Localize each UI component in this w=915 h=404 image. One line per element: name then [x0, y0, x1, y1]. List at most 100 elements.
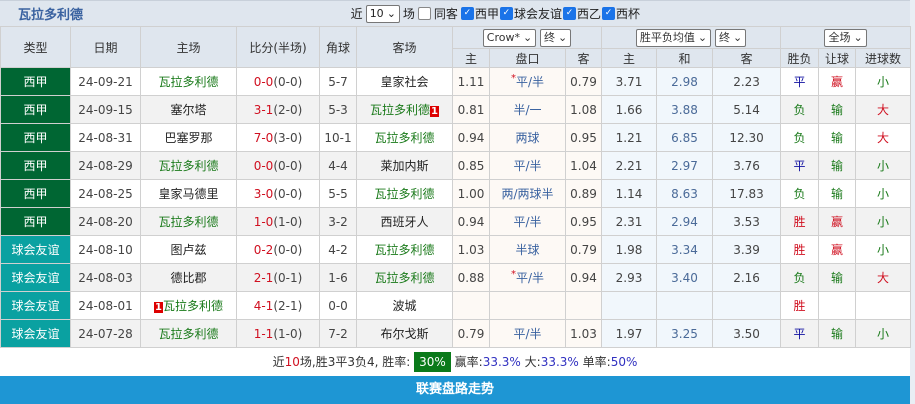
- corners: 5-5: [319, 179, 357, 208]
- corners: 0-0: [319, 291, 357, 320]
- away-team[interactable]: 瓦拉多利德: [356, 263, 453, 292]
- full-score: 2-1: [253, 270, 274, 285]
- ah-home: 0.88: [452, 263, 490, 292]
- match-date: 24-08-31: [70, 123, 141, 152]
- eu-away: 3.53: [712, 207, 782, 236]
- corners: 1-6: [319, 263, 357, 292]
- away-team[interactable]: 莱加内斯: [356, 151, 453, 180]
- eu-away: 2.16: [712, 263, 782, 292]
- home-team[interactable]: 瓦拉多利德: [140, 67, 237, 96]
- table-row: 球会友谊 24-07-28 瓦拉多利德 1-1(1-0) 7-2 布尔戈斯 0.…: [0, 319, 912, 348]
- eu-draw: 2.94: [656, 207, 714, 236]
- home-team[interactable]: 瓦拉多利德: [140, 151, 237, 180]
- team-name: 皇家社会: [380, 75, 429, 89]
- eu-draw: 2.97: [656, 151, 714, 180]
- ah-line-value: 半球: [515, 243, 540, 257]
- eu-home: 2.93: [601, 263, 658, 292]
- away-team[interactable]: 西班牙人: [356, 207, 453, 236]
- league-checkbox[interactable]: ✓: [499, 7, 513, 20]
- ah-line: 平/半: [489, 151, 566, 180]
- full-score: 7-0: [253, 130, 274, 145]
- ah-home: [452, 291, 490, 320]
- home-team[interactable]: 皇家马德里: [140, 179, 237, 208]
- league-label: 西甲: [474, 7, 499, 21]
- ah-away: 1.04: [564, 151, 603, 180]
- home-team[interactable]: 瓦拉多利德: [140, 207, 237, 236]
- handicap-result: [818, 291, 857, 320]
- league-checkbox[interactable]: ✓: [460, 7, 474, 20]
- league-trend-button[interactable]: 联赛盘路走势: [0, 376, 910, 404]
- league-label: 西杯: [615, 7, 640, 21]
- league-checkbox[interactable]: ✓: [562, 7, 576, 20]
- half-score: (1-0): [273, 214, 303, 229]
- eu-time-select[interactable]: 终 ⌄: [714, 28, 747, 47]
- match-type: 西甲: [0, 207, 71, 236]
- result: 胜: [780, 291, 820, 320]
- table-row: 西甲 24-09-21 瓦拉多利德 0-0(0-0) 5-7 皇家社会 1.11…: [0, 67, 912, 96]
- handicap-result: 输: [818, 123, 857, 152]
- home-team[interactable]: 1瓦拉多利德: [140, 291, 237, 320]
- away-team[interactable]: 皇家社会: [356, 67, 453, 96]
- eu-home: 1.97: [601, 319, 658, 348]
- half-score: (0-0): [273, 74, 303, 89]
- away-team[interactable]: 布尔戈斯: [356, 319, 453, 348]
- league-filters: ✓ 西甲 ✓ 球会友谊 ✓ 西乙 ✓ 西杯: [460, 5, 640, 22]
- full-score: 1-1: [253, 326, 274, 341]
- away-team[interactable]: 瓦拉多利德1: [356, 95, 453, 124]
- half-score: (0-0): [273, 158, 303, 173]
- badge: 1: [154, 302, 163, 313]
- table-row: 西甲 24-09-15 塞尔塔 3-1(2-0) 5-3 瓦拉多利德1 0.81…: [0, 95, 912, 124]
- score: 2-1(0-1): [236, 263, 320, 292]
- home-team[interactable]: 瓦拉多利德: [140, 319, 237, 348]
- company-select[interactable]: Crow* ⌄: [482, 28, 537, 47]
- eu-away: 3.50: [712, 319, 782, 348]
- home-team[interactable]: 塞尔塔: [140, 95, 237, 124]
- score: 0-0(0-0): [236, 151, 320, 180]
- goals-result: 小: [855, 67, 912, 96]
- match-table: 类型 日期 主场 比分(半场) 角球 客场 Crow* ⌄ 终 ⌄ 胜平负均值 ⌄ 终…: [0, 26, 912, 348]
- odds-type-select[interactable]: 胜平负均值 ⌄: [635, 28, 712, 47]
- ah-home: 0.94: [452, 207, 490, 236]
- scope-select[interactable]: 全场 ⌄: [824, 28, 867, 47]
- eu-away: [712, 291, 782, 320]
- odds-type-value: 胜平负均值: [639, 30, 695, 44]
- ah-time-select[interactable]: 终 ⌄: [540, 28, 572, 47]
- score: 4-1(2-1): [236, 291, 320, 320]
- home-team[interactable]: 德比郡: [140, 263, 237, 292]
- team-name: 塞尔塔: [170, 103, 207, 117]
- result: 平: [780, 67, 820, 96]
- ying-label: 赢率:: [454, 355, 483, 369]
- away-team[interactable]: 瓦拉多利德: [356, 235, 453, 264]
- eu-time-value: 终: [718, 30, 730, 44]
- home-team[interactable]: 图卢兹: [140, 235, 237, 264]
- team-name: 西班牙人: [380, 215, 429, 229]
- eu-away: 17.83: [712, 179, 782, 208]
- team-name: 瓦拉多利德: [374, 187, 435, 201]
- away-team[interactable]: 波城: [356, 291, 453, 320]
- ah-line-value: 两/两球半: [501, 187, 554, 201]
- match-type: 西甲: [0, 123, 71, 152]
- ah-home: 0.79: [452, 319, 490, 348]
- star-mark: *: [510, 269, 516, 280]
- table-row: 西甲 24-08-20 瓦拉多利德 1-0(1-0) 3-2 西班牙人 0.94…: [0, 207, 912, 236]
- same-home-checkbox[interactable]: [417, 7, 431, 20]
- away-team[interactable]: 瓦拉多利德: [356, 179, 453, 208]
- goals-result: 大: [855, 123, 912, 152]
- handicap-result: 输: [818, 319, 857, 348]
- result: 负: [780, 179, 820, 208]
- team-name: 瓦拉多利德: [158, 159, 219, 173]
- eu-home: 1.14: [601, 179, 658, 208]
- league-checkbox[interactable]: ✓: [601, 7, 615, 20]
- team-name: 德比郡: [170, 271, 207, 285]
- corners: 4-2: [319, 235, 357, 264]
- match-type: 西甲: [0, 151, 71, 180]
- away-team[interactable]: 瓦拉多利德: [356, 123, 453, 152]
- home-team[interactable]: 巴塞罗那: [140, 123, 237, 152]
- win-rate-badge: 30%: [414, 352, 451, 372]
- goals-result: 小: [855, 179, 912, 208]
- team-name: 图卢兹: [170, 243, 207, 257]
- recent-prefix: 近: [350, 7, 363, 21]
- recent-count-select[interactable]: 10 ⌄: [365, 4, 400, 23]
- ah-line: [489, 291, 566, 320]
